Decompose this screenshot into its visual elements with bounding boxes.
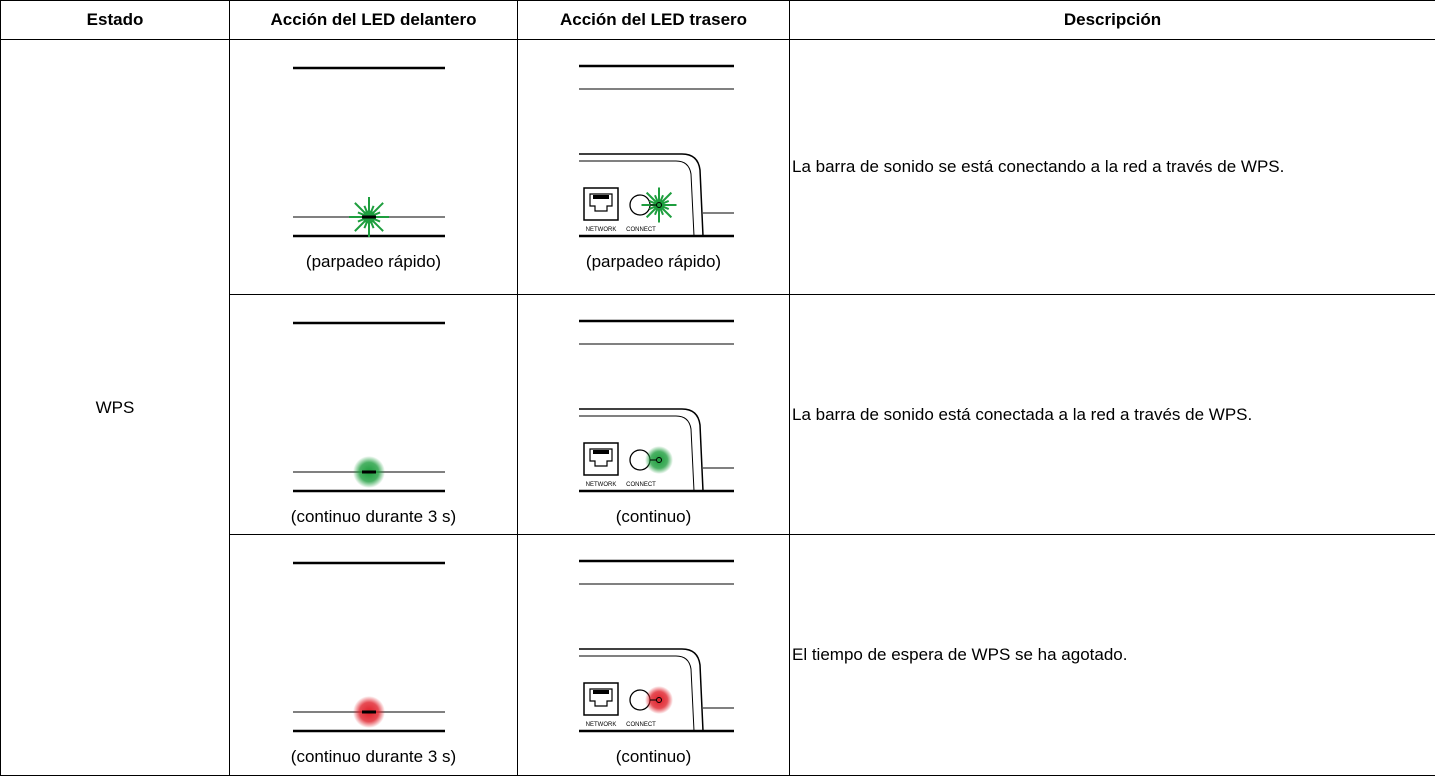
table-row: (continuo durante 3 s) NETWORK CONNECT (con… bbox=[1, 534, 1435, 776]
housing bbox=[579, 655, 695, 732]
rear-led-cell: NETWORK CONNECT (continuo) bbox=[517, 534, 790, 776]
table-row: (continuo durante 3 s) NETWORK CONNECT (con… bbox=[1, 294, 1435, 535]
housing bbox=[579, 408, 704, 492]
header-cell: Acción del LED trasero bbox=[517, 0, 790, 40]
network-port bbox=[583, 187, 619, 221]
network-label: NETWORK bbox=[586, 227, 617, 233]
front-illustration bbox=[293, 321, 445, 493]
front-illustration bbox=[293, 66, 445, 238]
rear-led-cell: NETWORK CONNECT (continuo) bbox=[517, 294, 790, 535]
connect-label: CONNECT bbox=[626, 482, 656, 488]
caption: (parpadeo rápido) bbox=[305, 252, 442, 271]
front-led-cell: (parpadeo rápido) bbox=[229, 39, 518, 295]
port-pins bbox=[593, 195, 609, 199]
housing bbox=[579, 648, 704, 732]
led-glow bbox=[645, 686, 673, 714]
table-row: WPS (parpadeo rápido) NETWORK CONNECT (parpa… bbox=[0, 39, 1435, 776]
caption: (continuo durante 3 s) bbox=[290, 507, 457, 526]
network-label: NETWORK bbox=[586, 482, 617, 488]
network-label: NETWORK bbox=[586, 722, 617, 728]
header-row: Estado Acción del LED delantero Acción del… bbox=[0, 0, 1435, 40]
front-illustration bbox=[293, 561, 445, 733]
connect-label: CONNECT bbox=[626, 227, 656, 233]
rear-illustration: NETWORK CONNECT bbox=[579, 559, 734, 733]
port-pins bbox=[593, 690, 609, 694]
connect-label: CONNECT bbox=[626, 722, 656, 728]
network-port bbox=[583, 682, 619, 716]
front-led-cell: (continuo durante 3 s) bbox=[229, 534, 518, 776]
port-socket bbox=[589, 448, 613, 467]
rear-illustration: NETWORK CONNECT bbox=[579, 64, 734, 238]
led-ring bbox=[656, 202, 662, 208]
header-cell: Estado bbox=[0, 0, 230, 40]
led-ring bbox=[656, 457, 662, 463]
state-cell: WPS bbox=[0, 39, 230, 776]
led bbox=[653, 199, 665, 211]
housing bbox=[579, 415, 695, 492]
caption: (continuo) bbox=[615, 507, 692, 526]
port-socket bbox=[589, 193, 613, 212]
network-port bbox=[583, 442, 619, 476]
caption: (continuo durante 3 s) bbox=[290, 747, 457, 766]
housing bbox=[579, 160, 695, 237]
header-cell: Acción del LED delantero bbox=[229, 0, 518, 40]
rear-led-cell: NETWORK CONNECT (parpadeo rápido) bbox=[517, 39, 790, 295]
front-led-cell: (continuo durante 3 s) bbox=[229, 294, 518, 535]
port-socket bbox=[589, 688, 613, 707]
led-ring bbox=[656, 697, 662, 703]
description-cell: El tiempo de espera de WPS se ha agotado… bbox=[789, 534, 1435, 776]
led-glow bbox=[645, 446, 673, 474]
description-cell: La barra de sonido se está conectando a … bbox=[789, 39, 1435, 295]
caption: (parpadeo rápido) bbox=[585, 252, 722, 271]
description-cell: La barra de sonido está conectada a la r… bbox=[789, 294, 1435, 535]
rear-illustration: NETWORK CONNECT bbox=[579, 319, 734, 493]
caption: (continuo) bbox=[615, 747, 692, 766]
header-cell: Descripción bbox=[789, 0, 1435, 40]
port-pins bbox=[593, 450, 609, 454]
housing bbox=[579, 153, 704, 237]
